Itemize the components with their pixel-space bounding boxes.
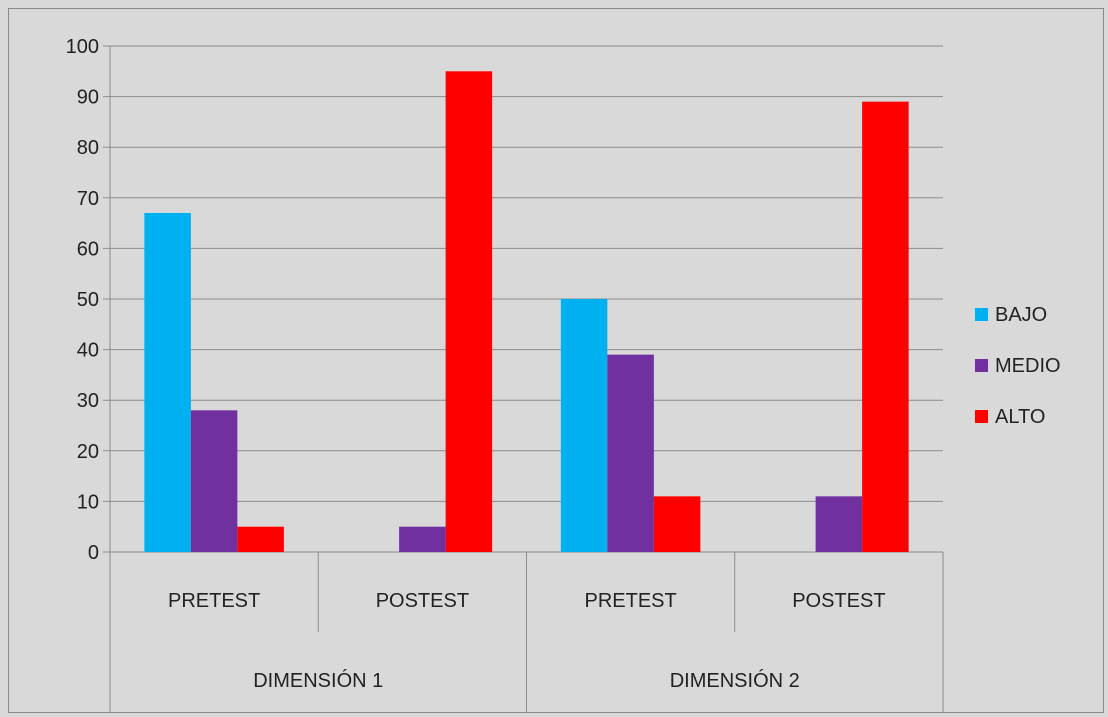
legend-label: BAJO [995,304,1047,326]
y-tick-label: 80 [77,137,99,159]
bar-alto-3 [862,101,909,552]
legend-label: ALTO [995,406,1045,428]
bar-bajo-2 [560,299,608,552]
bar-medio-2 [607,354,654,552]
y-tick-label: 70 [77,188,99,210]
y-tick-label: 90 [77,87,99,109]
legend-swatch [975,308,988,321]
y-tick-label: 10 [77,491,99,513]
x-category-label: PRETEST [168,590,260,612]
y-tick-label: 30 [77,390,99,412]
x-category-label: POSTEST [792,590,885,612]
bar-medio-3 [815,496,863,552]
y-tick-label: 0 [88,542,99,564]
legend: BAJO MEDIO ALTO [975,304,1061,428]
bar-alto-1 [445,71,493,553]
y-axis-ticks: 0 10 20 30 40 50 60 70 80 90 100 [66,36,99,564]
bar-alto-2 [653,496,701,552]
bar-medio-1 [399,526,446,552]
y-tick-label: 60 [77,238,99,260]
x-group-label: DIMENSIÓN 1 [253,669,383,692]
bar-bajo-0 [144,212,191,553]
chart-frame: 0 10 20 30 40 50 60 70 80 90 100 PRETEST POSTEST PRE… [8,8,1104,713]
bars [144,71,909,553]
x-axis: PRETEST POSTEST PRETEST POSTEST DIMENSIÓN 1 D… [109,46,944,712]
x-group-label: DIMENSIÓN 2 [670,669,800,692]
gridlines [103,45,943,553]
x-category-label: POSTEST [376,590,469,612]
legend-swatch [975,410,988,423]
y-tick-label: 20 [77,441,99,463]
x-category-label: PRETEST [585,590,677,612]
bar-medio-0 [190,410,238,552]
legend-label: MEDIO [995,355,1061,377]
legend-swatch [975,359,988,372]
bar-alto-0 [237,526,284,552]
y-tick-label: 40 [77,340,99,362]
y-tick-label: 50 [77,289,99,311]
y-tick-label: 100 [66,36,99,58]
